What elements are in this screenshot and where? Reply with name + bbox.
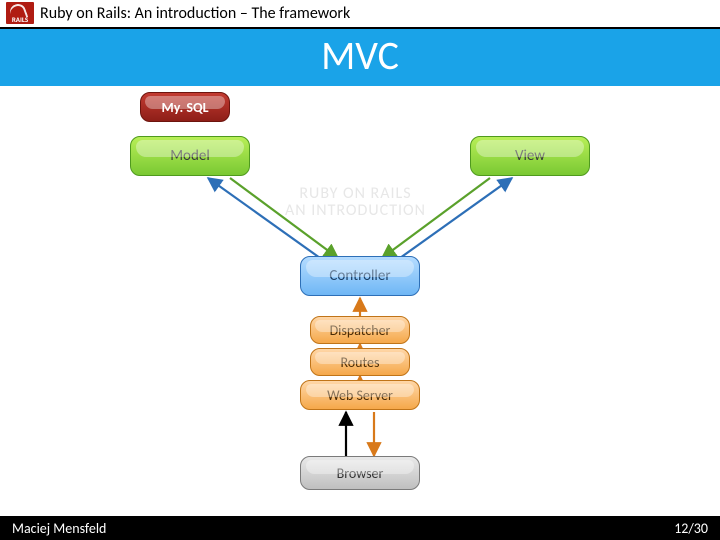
node-label: Controller [329, 267, 390, 285]
rails-logo-icon: RAILS [6, 2, 34, 24]
watermark-text: RUBY ON RAILS AN INTRODUCTION [285, 186, 426, 220]
arrows-layer [0, 86, 720, 516]
slide-header: RAILS Ruby on Rails: An introduction – T… [0, 0, 720, 29]
node-label: Web Server [327, 387, 393, 404]
node-mysql: My. SQL [140, 92, 230, 122]
footer-page: 12/30 [674, 520, 708, 537]
node-dispatcher: Dispatcher [310, 316, 410, 344]
node-label: Model [170, 147, 210, 165]
node-controller: Controller [300, 256, 420, 296]
node-routes: Routes [310, 348, 410, 376]
section-banner: MVC [0, 29, 720, 86]
node-label: Browser [337, 465, 384, 482]
node-view: View [470, 136, 590, 176]
node-browser: Browser [300, 456, 420, 490]
node-webserver: Web Server [300, 380, 420, 410]
node-label: Dispatcher [330, 322, 391, 339]
node-label: View [515, 147, 545, 165]
node-label: Routes [340, 354, 379, 371]
slide-title: Ruby on Rails: An introduction – The fra… [40, 4, 350, 23]
rails-logo-text: RAILS [12, 15, 28, 24]
slide-footer: Maciej Mensfeld 12/30 [0, 516, 720, 540]
diagram-stage: RUBY ON RAILS AN INTRODUCTION My. SQL Mo… [0, 86, 720, 516]
node-model: Model [130, 136, 250, 176]
node-label: My. SQL [161, 99, 208, 116]
footer-author: Maciej Mensfeld [12, 520, 106, 537]
